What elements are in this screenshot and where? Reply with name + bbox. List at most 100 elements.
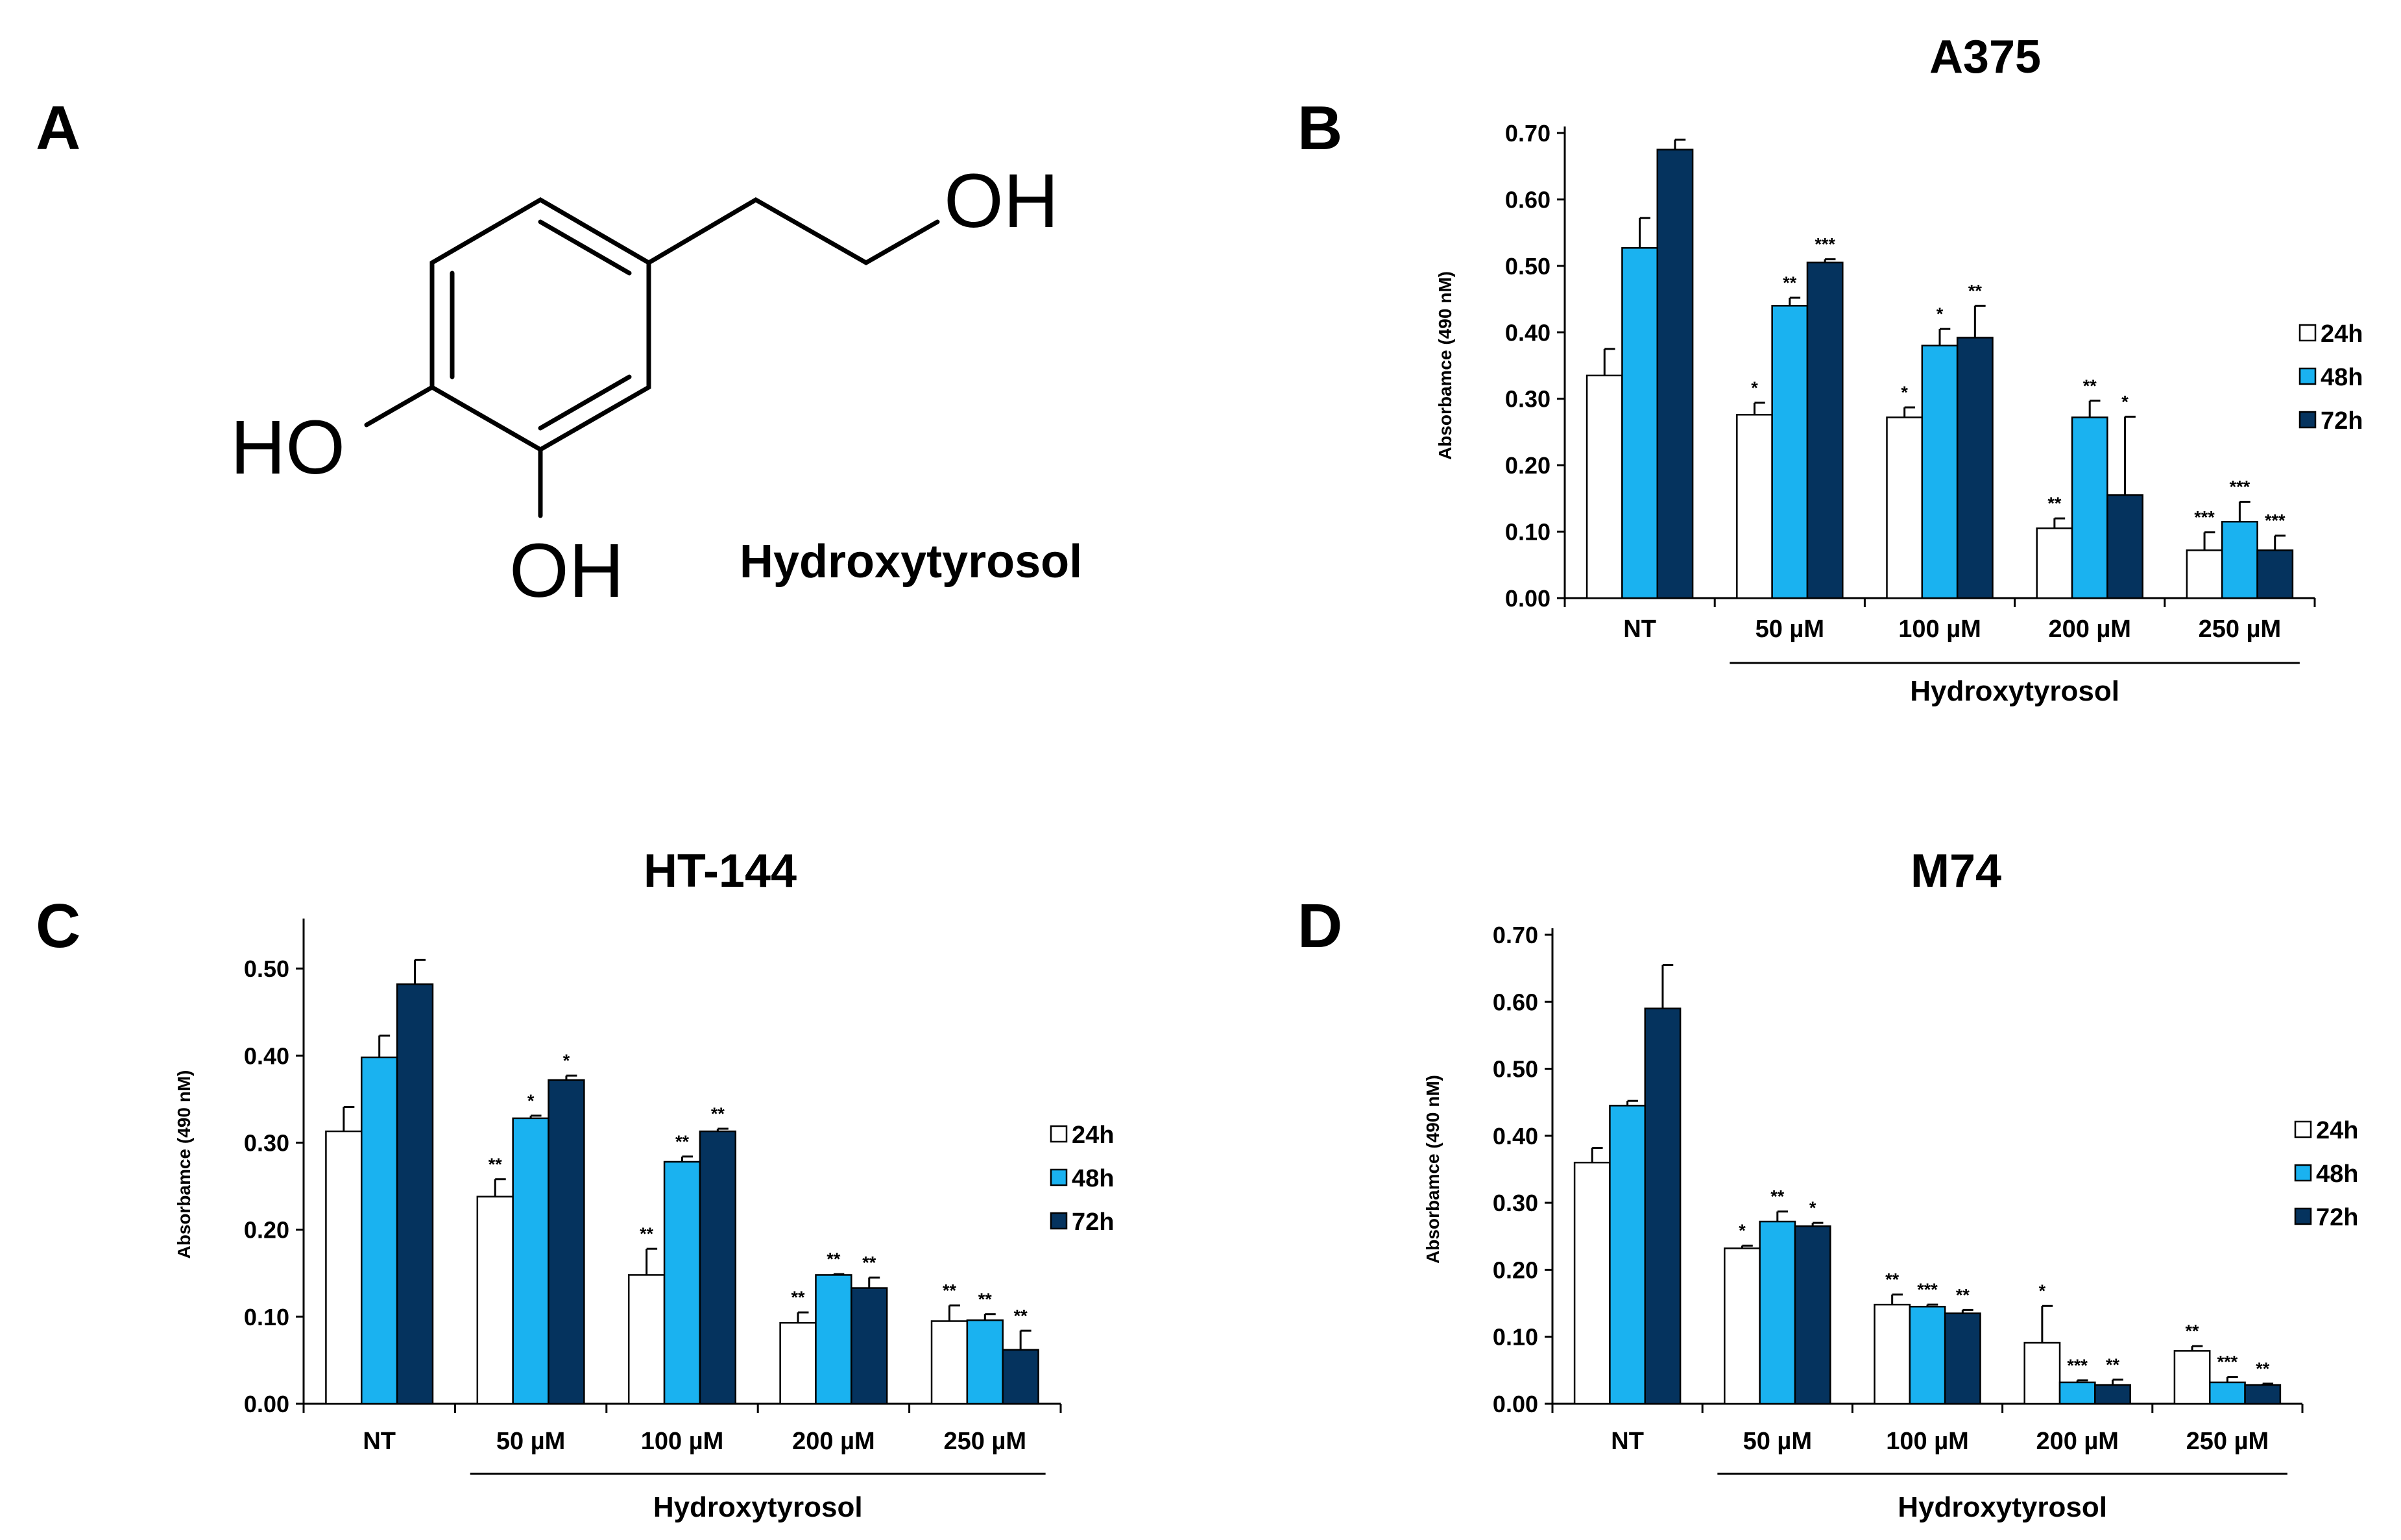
x-tick-label: NT: [1623, 616, 1656, 643]
x-tick-label: 100 µM: [1898, 616, 1981, 643]
bar: [1759, 1220, 1796, 1405]
y-tick-label: 0.00: [1493, 1391, 1538, 1417]
chart-title: HT-144: [644, 845, 797, 897]
y-tick-label: 0.30: [244, 1129, 289, 1156]
oh-bottom-atom: OH: [509, 528, 624, 614]
significance-label: **: [1956, 1285, 1970, 1305]
legend-label: 24h: [2321, 320, 2363, 348]
x-tick-label: NT: [363, 1428, 396, 1455]
panel-letter-d: D: [1297, 891, 1342, 961]
legend-swatch: [2298, 324, 2317, 342]
x-tick-label: 250 µM: [944, 1428, 1027, 1455]
chart-panel-b: A375 0.00 0.10 0.20 0.30 0.40 0.50 0.60 0.70 Abso…: [1435, 31, 2363, 707]
x-tick-label: 50 µM: [1756, 616, 1824, 643]
bar: [1609, 1105, 1647, 1405]
legend-swatch: [2294, 1120, 2312, 1138]
x-tick-label: NT: [1611, 1428, 1644, 1455]
y-tick-label: 0.70: [1505, 120, 1550, 147]
significance-label: ***: [2067, 1356, 2088, 1375]
y-tick-label: 0.00: [244, 1391, 289, 1417]
significance-label: **: [489, 1155, 503, 1174]
y-tick-label: 0.30: [1505, 386, 1550, 413]
y-tick-label: 0.20: [244, 1217, 289, 1244]
bar: [2106, 494, 2143, 599]
y-tick-label: 0.20: [1493, 1257, 1538, 1283]
y-tick-label: 0.60: [1493, 989, 1538, 1015]
significance-label: **: [640, 1224, 654, 1244]
bar: [2208, 1381, 2246, 1405]
bar: [851, 1287, 888, 1405]
chart-panel-c: HT-144 0.00 0.10 0.20 0.30 0.40 0.50 Absorbamce…: [174, 845, 1114, 1523]
significance-label: ***: [1917, 1280, 1938, 1299]
bar: [815, 1274, 852, 1405]
bar: [1886, 416, 1924, 599]
bar: [1874, 1303, 1911, 1405]
significance-label: **: [791, 1288, 806, 1307]
bar: [548, 1079, 585, 1405]
bar: [1771, 305, 1809, 599]
significance-label: ***: [2194, 508, 2215, 527]
bar: [2221, 520, 2258, 599]
panel-letter-b: B: [1297, 93, 1342, 163]
significance-label: **: [2256, 1359, 2270, 1378]
y-tick-label: 0.50: [1493, 1056, 1538, 1083]
bar: [1794, 1225, 1831, 1405]
hydroxytyrosol-structure-icon: [364, 197, 940, 518]
legend-swatch: [1050, 1125, 1068, 1143]
bar: [1644, 1007, 1682, 1405]
bar: [2173, 1350, 2211, 1405]
significance-label: **: [1968, 281, 1983, 300]
legend-label: 48h: [1072, 1165, 1114, 1192]
x-tick-label: 200 µM: [2036, 1428, 2119, 1455]
x-tick-label: 200 µM: [2048, 616, 2131, 643]
legend-swatch: [2294, 1207, 2312, 1225]
significance-label: *: [1751, 378, 1758, 398]
y-tick-label: 0.70: [1493, 922, 1538, 948]
legend-label: 24h: [2316, 1117, 2358, 1144]
legend-swatch: [2294, 1164, 2312, 1182]
significance-label: **: [1783, 273, 1797, 293]
bar: [325, 1130, 363, 1405]
significance-label: **: [711, 1104, 725, 1124]
x-tick-label: 50 µM: [1743, 1428, 1812, 1455]
molecule-name: Hydroxytyrosol: [740, 536, 1082, 588]
legend-label: 72h: [1072, 1209, 1114, 1236]
x-tick-label: 100 µM: [641, 1428, 724, 1455]
x-tick-label: 200 µM: [792, 1428, 875, 1455]
bar: [1724, 1247, 1761, 1405]
bar: [2256, 549, 2294, 599]
bar: [476, 1196, 514, 1405]
bar: [512, 1117, 549, 1405]
significance-label: **: [943, 1281, 957, 1300]
bar: [1806, 261, 1844, 599]
significance-label: **: [2186, 1321, 2200, 1341]
bar: [627, 1274, 666, 1405]
bar: [1956, 337, 1994, 599]
y-tick-label: 0.40: [1493, 1123, 1538, 1149]
bar: [2036, 527, 2073, 599]
legend-swatch: [2298, 367, 2317, 385]
bar: [2244, 1384, 2282, 1405]
bar: [396, 983, 434, 1405]
significance-label: **: [2106, 1355, 2120, 1375]
significance-label: *: [1739, 1221, 1746, 1240]
significance-label: *: [527, 1091, 535, 1111]
y-axis-label: Absorbamce (490 nM): [1423, 1075, 1443, 1264]
chart-title: A375: [1929, 31, 2041, 83]
y-tick-label: 0.40: [244, 1042, 289, 1069]
significance-label: ***: [2217, 1353, 2238, 1372]
significance-label: **: [862, 1253, 876, 1272]
significance-label: ***: [2265, 511, 2286, 531]
significance-label: *: [563, 1051, 570, 1070]
legend-label: 72h: [2321, 407, 2363, 435]
bar: [663, 1161, 701, 1405]
significance-label: *: [1809, 1198, 1816, 1218]
bar: [1921, 344, 1959, 599]
y-tick-label: 0.50: [1505, 253, 1550, 280]
x-tick-label: 250 µM: [2186, 1428, 2269, 1455]
bar: [1944, 1312, 1981, 1405]
bar: [2071, 416, 2108, 599]
chart-panel-d: M74 0.00 0.10 0.20 0.30 0.40 0.50 0.60 0.70 Absor…: [1423, 845, 2358, 1523]
x-tick-label: 100 µM: [1886, 1428, 1969, 1455]
